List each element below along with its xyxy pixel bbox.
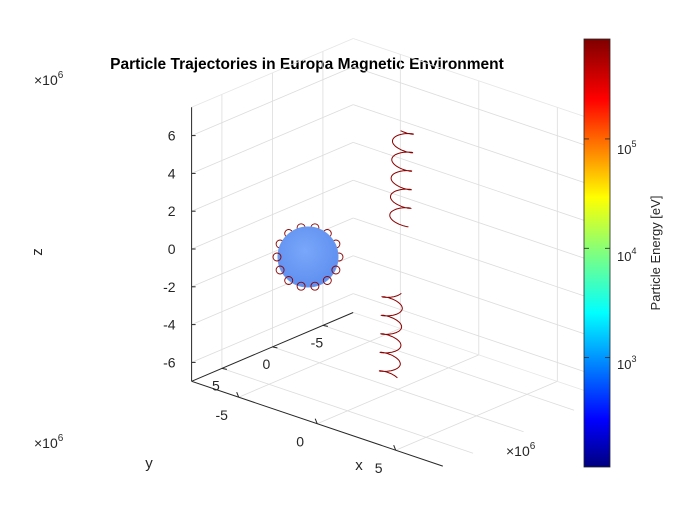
- svg-text:105: 105: [617, 139, 636, 157]
- grid-line: [353, 104, 605, 190]
- tick-labels: 6 4 2 0 -2 -4 -6 -5 0 5 5 0 -5: [163, 128, 397, 476]
- trajectory-loop: [322, 276, 332, 285]
- grid-lines: [191, 38, 605, 454]
- grid-line: [353, 293, 605, 379]
- grid-line: [322, 325, 575, 411]
- grid-line: [353, 66, 605, 152]
- y-tick-label: 0: [263, 356, 271, 372]
- y-tick-mark: [322, 324, 328, 327]
- svg-text:104: 104: [617, 246, 636, 264]
- trajectory-loop: [275, 265, 285, 275]
- trajectory-lower: [378, 292, 403, 379]
- y-tick-mark: [272, 346, 278, 349]
- x-tick-mark: [236, 392, 240, 398]
- trajectory-loop: [284, 276, 294, 285]
- colorbar-ticks: [584, 138, 610, 359]
- x-exponent-label: ×106: [506, 441, 536, 459]
- grid-line: [221, 368, 474, 454]
- z-tick-label: -6: [163, 354, 176, 370]
- chart-title: Particle Trajectories in Europa Magnetic…: [110, 56, 504, 73]
- trajectory-loop: [331, 265, 341, 275]
- y-tick-mark: [221, 367, 227, 370]
- z-tick-label: -2: [163, 279, 176, 295]
- grid-line: [191, 104, 354, 174]
- trajectory-front: [272, 252, 403, 379]
- x-tick-mark: [314, 418, 318, 424]
- x-tick-label: -5: [215, 407, 228, 423]
- grid-line: [353, 179, 605, 266]
- grid-line: [191, 293, 354, 363]
- svg-text:103: 103: [617, 354, 636, 372]
- grid-line: [191, 142, 354, 212]
- colorbar-label: Particle Energy [eV]: [648, 196, 663, 311]
- z-tick-label: 4: [168, 165, 176, 181]
- grid-line: [353, 142, 605, 228]
- box-edge: [191, 38, 354, 108]
- grid-line: [353, 217, 605, 304]
- box-edge: [353, 38, 605, 124]
- z-axis-label: z: [29, 248, 46, 256]
- grid-line: [191, 179, 354, 250]
- trajectory-upper: [389, 130, 415, 228]
- y-axis-label: y: [145, 455, 153, 472]
- grid-line: [353, 255, 605, 341]
- colorbar: [583, 38, 611, 468]
- trajectory-loop: [272, 252, 282, 262]
- y-tick-label: 5: [212, 377, 220, 393]
- box-edge: [353, 312, 605, 398]
- z-exponent-label: ×106: [34, 70, 64, 88]
- europa-moon: [277, 226, 339, 288]
- x-tick-label: 0: [296, 434, 304, 450]
- colorbar-tick-label-1e3: 103: [617, 354, 636, 372]
- colorbar-tick-label-1e5: 105: [617, 139, 636, 157]
- trajectory-loop: [310, 281, 320, 291]
- axis-lines: [191, 107, 443, 467]
- colorbar-tick-label-1e4: 104: [617, 246, 636, 264]
- z-tick-label: 6: [168, 128, 176, 144]
- z-tick-label: -4: [163, 317, 176, 333]
- x-axis-label: x: [355, 457, 363, 474]
- z-tick-label: 2: [168, 203, 176, 219]
- y-tick-label: -5: [311, 334, 324, 350]
- z-tick-label: 0: [168, 241, 176, 257]
- x-tick-label: 5: [375, 460, 383, 476]
- x-tick-mark: [393, 445, 397, 451]
- y-exponent-label: ×106: [34, 433, 64, 451]
- grid-line: [191, 66, 354, 136]
- grid-line: [272, 346, 524, 433]
- trajectory-loop: [296, 281, 306, 291]
